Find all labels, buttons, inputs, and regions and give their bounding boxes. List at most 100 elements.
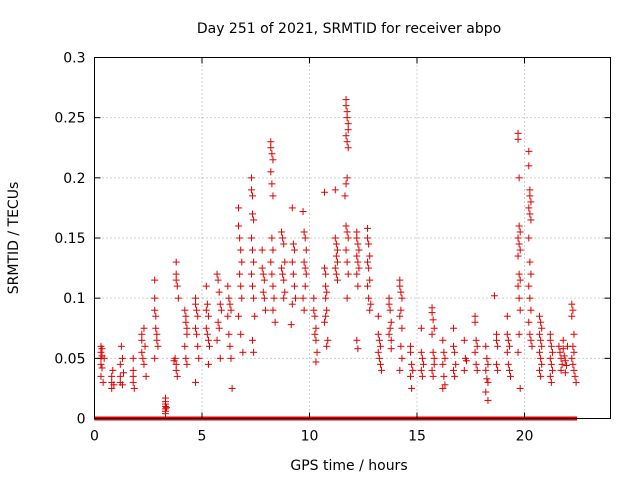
data-point <box>527 336 535 344</box>
data-point <box>482 366 490 374</box>
data-point <box>108 372 116 380</box>
data-point <box>130 384 138 392</box>
x-axis-ticks: 0 5 10 15 20 <box>90 57 533 445</box>
data-point <box>450 324 458 332</box>
data-point <box>527 198 535 206</box>
data-point <box>249 192 257 200</box>
data-point <box>279 270 287 278</box>
data-point <box>247 234 255 242</box>
data-point <box>353 270 361 278</box>
data-point <box>290 246 298 254</box>
data-point <box>193 306 201 314</box>
data-point <box>355 264 363 272</box>
data-point <box>429 372 437 380</box>
x-tick-label: 15 <box>408 429 426 445</box>
data-point <box>505 366 513 374</box>
data-point <box>386 306 394 314</box>
data-point <box>353 234 361 242</box>
data-point <box>482 388 490 396</box>
data-point <box>398 324 406 332</box>
data-point <box>323 306 331 314</box>
data-point <box>451 348 459 356</box>
data-point <box>493 336 501 344</box>
data-point <box>288 300 296 308</box>
data-point <box>269 192 277 200</box>
data-point <box>430 324 438 332</box>
data-point <box>267 168 275 176</box>
data-point <box>301 264 309 272</box>
data-point <box>407 348 415 356</box>
data-point <box>440 348 448 356</box>
data-point <box>140 360 148 368</box>
data-point <box>441 381 449 389</box>
data-point <box>472 360 480 368</box>
data-point <box>515 330 523 338</box>
data-point <box>354 240 362 248</box>
data-point <box>161 410 169 418</box>
data-point <box>355 246 363 254</box>
data-point <box>536 366 544 374</box>
data-point <box>224 312 232 320</box>
data-point <box>271 318 279 326</box>
data-point <box>259 288 267 296</box>
data-point <box>514 135 522 143</box>
data-point <box>547 342 555 350</box>
data-point <box>109 366 117 374</box>
data-point <box>526 210 534 218</box>
data-point <box>138 330 146 338</box>
data-point <box>142 372 150 380</box>
data-point <box>267 138 275 146</box>
data-point <box>299 208 307 216</box>
data-point <box>562 362 570 370</box>
data-point <box>505 342 513 350</box>
y-tick-label: 0 <box>77 412 86 428</box>
data-point <box>153 330 161 338</box>
data-point <box>514 252 522 260</box>
data-point <box>227 354 235 362</box>
data-point <box>238 258 246 266</box>
data-point <box>129 372 137 380</box>
data-point <box>138 348 146 356</box>
data-point <box>353 252 361 260</box>
data-point <box>440 372 448 380</box>
data-point <box>301 282 309 290</box>
data-point <box>118 354 126 362</box>
data-point <box>408 360 416 368</box>
data-point <box>568 300 576 308</box>
data-point <box>354 258 362 266</box>
data-point <box>301 234 309 242</box>
data-point <box>376 342 384 350</box>
data-point <box>460 336 468 344</box>
data-point <box>515 222 523 230</box>
data-point <box>331 234 339 242</box>
data-point <box>270 294 278 302</box>
data-point <box>183 324 191 332</box>
data-point <box>332 240 340 248</box>
data-point <box>100 354 108 362</box>
data-point <box>417 366 425 374</box>
data-point <box>570 366 578 374</box>
data-point <box>526 192 534 200</box>
data-point <box>354 282 362 290</box>
y-tick-label: 0.25 <box>54 111 85 127</box>
data-point <box>366 276 374 284</box>
data-point <box>312 336 320 344</box>
data-point <box>322 270 330 278</box>
chart-title: Day 251 of 2021, SRMTID for receiver abp… <box>197 21 501 37</box>
data-point <box>151 276 159 284</box>
data-point <box>235 312 243 320</box>
y-tick-label: 0.1 <box>63 291 85 307</box>
data-point <box>397 306 405 314</box>
data-point <box>450 366 458 374</box>
data-point <box>341 192 349 200</box>
data-point <box>375 336 383 344</box>
data-point <box>482 342 490 350</box>
data-point <box>259 270 267 278</box>
data-point <box>183 330 191 338</box>
data-point <box>569 342 577 350</box>
data-point <box>302 270 310 278</box>
data-point <box>546 330 554 338</box>
data-point <box>323 288 331 296</box>
data-point <box>172 360 180 368</box>
